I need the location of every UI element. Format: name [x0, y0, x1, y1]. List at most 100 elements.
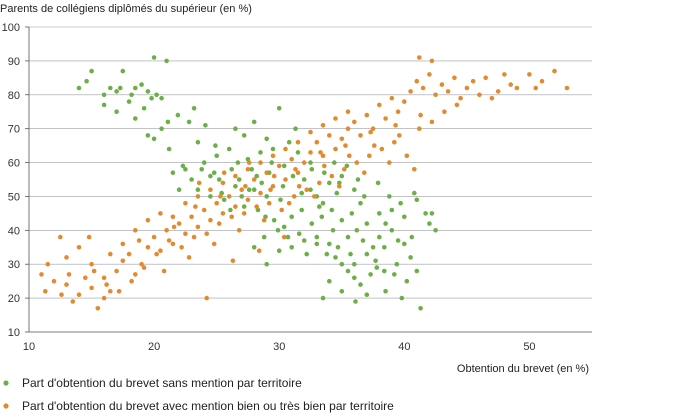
data-point-series-0	[251, 245, 257, 250]
data-point-series-1	[45, 261, 51, 267]
data-point-series-1	[51, 278, 57, 284]
data-point-series-1	[552, 68, 557, 74]
data-point-series-1	[91, 268, 97, 274]
data-point-series-0	[319, 214, 325, 220]
data-point-series-0	[332, 160, 337, 165]
data-point-series-1	[417, 55, 422, 60]
data-point-series-1	[221, 170, 227, 175]
data-point-series-0	[208, 173, 213, 179]
data-point-series-0	[399, 295, 405, 301]
data-point-series-0	[126, 99, 132, 104]
data-point-series-0	[286, 139, 292, 145]
data-point-series-1	[246, 160, 252, 165]
data-point-series-0	[398, 200, 403, 206]
data-point-series-0	[429, 211, 435, 216]
data-point-series-0	[159, 126, 164, 131]
legend-label-series-0: Part d'obtention du brevet sans mention …	[22, 376, 302, 390]
data-point-series-1	[70, 299, 76, 304]
data-point-series-1	[342, 167, 347, 172]
data-point-series-0	[261, 234, 267, 240]
data-point-series-0	[333, 255, 338, 260]
data-point-series-1	[291, 194, 297, 199]
y-tick-label: 100	[2, 22, 20, 34]
data-point-series-0	[229, 167, 234, 172]
data-point-series-0	[392, 272, 397, 277]
data-point-series-1	[195, 224, 201, 230]
tick-labels: 10 20 30 40 50 60 70 80 90 100 10 20 30 40 50	[2, 22, 536, 353]
data-point-series-1	[301, 160, 307, 165]
data-point-series-0	[296, 231, 302, 236]
data-point-series-0	[387, 194, 392, 199]
data-point-series-1	[211, 241, 217, 247]
legend-item-series-0: Part d'obtention du brevet sans mention …	[3, 376, 302, 390]
data-point-series-0	[289, 214, 295, 220]
data-points	[39, 55, 570, 311]
data-point-series-1	[439, 82, 445, 87]
data-point-series-0	[395, 238, 401, 243]
data-point-series-1	[256, 248, 262, 253]
data-point-series-1	[139, 261, 144, 267]
data-point-series-1	[392, 139, 397, 145]
axes	[25, 26, 592, 333]
data-point-series-0	[145, 133, 151, 138]
data-point-series-0	[151, 55, 157, 60]
data-point-series-0	[337, 180, 342, 186]
data-point-series-1	[429, 58, 435, 64]
data-point-series-1	[383, 116, 388, 121]
data-point-series-1	[258, 160, 263, 165]
data-point-series-1	[254, 204, 259, 209]
data-point-series-1	[220, 180, 226, 186]
data-point-series-1	[489, 95, 495, 101]
data-point-series-1	[339, 136, 345, 142]
data-point-series-1	[108, 289, 113, 294]
data-point-series-0	[114, 109, 119, 114]
data-point-series-0	[254, 173, 259, 179]
data-point-series-0	[76, 85, 82, 91]
y-tick-label: 50	[8, 191, 20, 203]
data-point-series-1	[337, 184, 342, 189]
data-point-series-0	[101, 102, 107, 108]
data-point-series-0	[280, 184, 286, 189]
data-point-series-0	[195, 139, 201, 145]
data-point-series-1	[312, 194, 317, 199]
data-point-series-0	[314, 241, 320, 247]
data-point-series-1	[367, 153, 372, 159]
data-point-series-0	[330, 228, 336, 233]
data-point-series-1	[220, 211, 226, 216]
data-point-series-1	[397, 133, 402, 138]
y-tick-label: 90	[8, 56, 20, 68]
data-point-series-1	[129, 278, 134, 284]
data-point-series-1	[258, 190, 263, 196]
data-point-series-1	[279, 207, 285, 213]
data-point-series-1	[261, 217, 267, 223]
data-point-series-0	[375, 180, 381, 186]
data-point-series-1	[352, 119, 357, 125]
data-point-series-0	[176, 187, 182, 192]
data-point-series-0	[281, 224, 287, 230]
legend-item-series-1: Part d'obtention du brevet avec mention …	[3, 399, 394, 413]
y-tick-label: 30	[8, 259, 20, 271]
data-point-series-0	[290, 173, 296, 179]
data-point-series-1	[354, 160, 360, 165]
data-point-series-0	[414, 197, 420, 203]
data-point-series-1	[389, 95, 395, 101]
data-point-series-1	[86, 234, 92, 240]
data-point-series-1	[264, 170, 270, 175]
data-point-series-0	[276, 106, 282, 111]
data-point-series-0	[382, 245, 387, 250]
data-point-series-1	[145, 217, 151, 223]
data-point-series-1	[333, 146, 338, 152]
data-point-series-1	[161, 268, 167, 274]
data-point-series-0	[339, 173, 345, 179]
data-point-series-0	[108, 85, 113, 91]
data-point-series-0	[129, 92, 134, 98]
data-point-series-1	[233, 173, 238, 179]
y-tick-label: 60	[8, 158, 20, 170]
data-point-series-1	[43, 289, 48, 294]
data-point-series-1	[564, 85, 570, 91]
data-point-series-0	[259, 180, 265, 186]
y-tick-label: 80	[8, 90, 20, 102]
data-point-series-0	[299, 190, 305, 196]
data-point-series-0	[355, 177, 361, 182]
data-point-series-1	[245, 197, 251, 203]
